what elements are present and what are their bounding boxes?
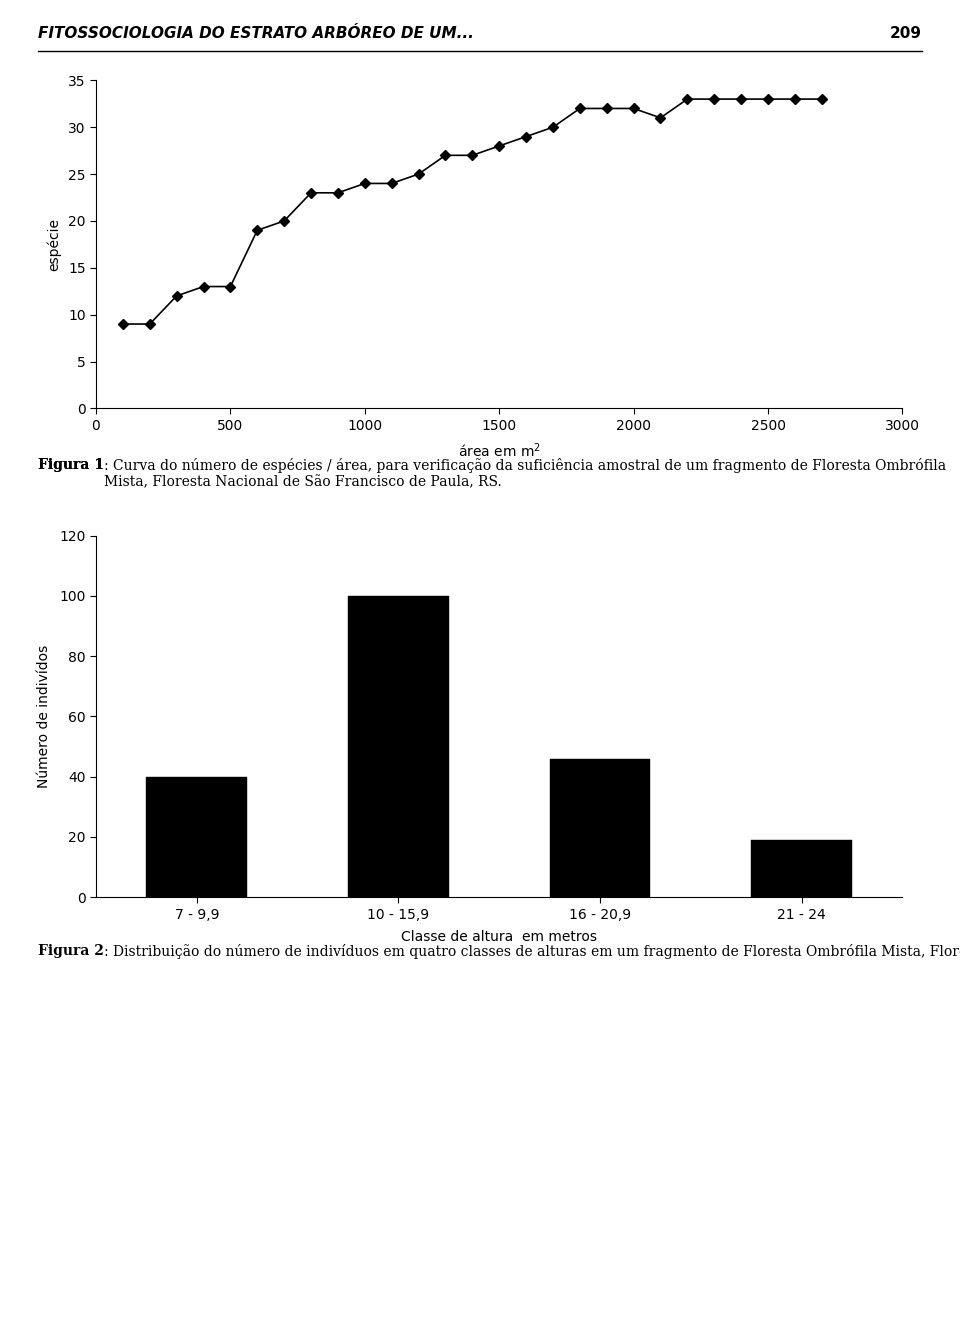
Bar bbox=[146, 777, 248, 897]
Bar bbox=[549, 758, 651, 897]
Text: Figura 1: Figura 1 bbox=[38, 458, 105, 471]
Text: FITOSSOCIOLOGIA DO ESTRATO ARBÓREO DE UM...: FITOSSOCIOLOGIA DO ESTRATO ARBÓREO DE UM… bbox=[38, 25, 474, 42]
Bar bbox=[752, 840, 852, 897]
Text: : Distribuição do número de indivíduos em quatro classes de alturas em um fragme: : Distribuição do número de indivíduos e… bbox=[105, 944, 960, 959]
Y-axis label: espécie: espécie bbox=[46, 218, 61, 270]
X-axis label: área em m$^{2}$: área em m$^{2}$ bbox=[458, 441, 540, 459]
Text: : Curva do número de espécies / área, para verificação da suficiência amostral d: : Curva do número de espécies / área, pa… bbox=[105, 458, 947, 489]
X-axis label: Classe de altura  em metros: Classe de altura em metros bbox=[401, 929, 597, 944]
Bar bbox=[348, 596, 449, 897]
Text: Figura 2: Figura 2 bbox=[38, 944, 105, 957]
Text: Figura 1: Figura 1 bbox=[38, 458, 105, 471]
Y-axis label: Número de indivídos: Número de indivídos bbox=[36, 645, 51, 787]
Text: 209: 209 bbox=[890, 25, 922, 42]
